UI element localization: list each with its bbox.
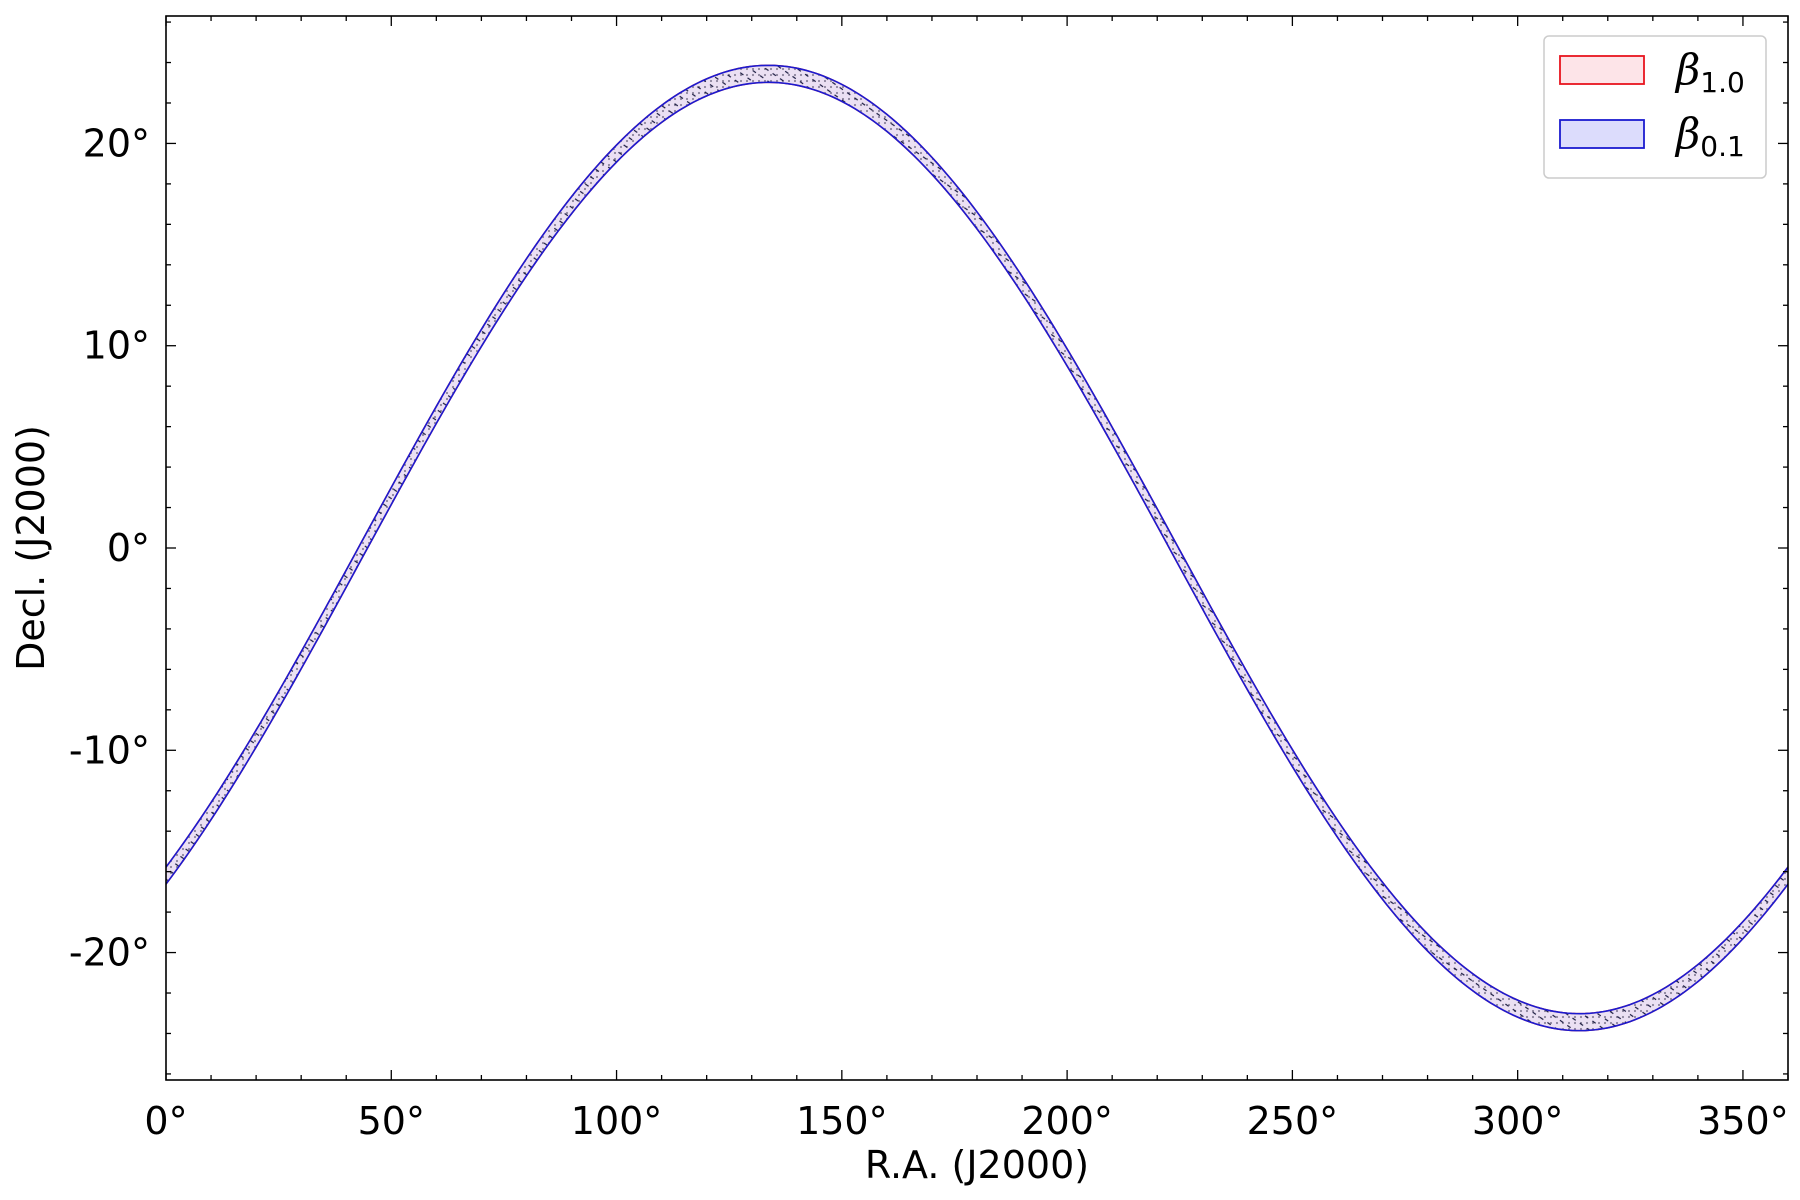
y-tick-label: -20° xyxy=(69,931,150,975)
x-tick-labels: 0° 50° 100° 150° 200° 250° 300° 350° xyxy=(144,1099,1788,1143)
bands xyxy=(166,64,1788,1032)
legend-swatch xyxy=(1559,119,1645,149)
x-tick-label: 50° xyxy=(358,1099,425,1143)
y-tick-label: 10° xyxy=(83,324,150,368)
legend-label: β1.0 xyxy=(1674,45,1745,99)
y-axis-label: Decl. (J2000) xyxy=(9,425,53,671)
band-upper-edge-1 xyxy=(166,64,1788,1015)
legend-swatch xyxy=(1559,55,1645,85)
x-tick-label: 200° xyxy=(1021,1099,1113,1143)
y-tick-labels: -20° -10° 0° 10° 20° xyxy=(69,121,150,974)
x-tick-label: 250° xyxy=(1247,1099,1339,1143)
y-tick-label: 0° xyxy=(107,526,150,570)
x-axis-label: R.A. (J2000) xyxy=(865,1143,1089,1187)
x-tick-label: 150° xyxy=(796,1099,888,1143)
plot-background xyxy=(166,16,1788,1080)
plot-frame xyxy=(165,15,1789,1081)
x-tick-label: 350° xyxy=(1697,1099,1789,1143)
x-tick-label: 300° xyxy=(1472,1099,1564,1143)
y-tick-label: 20° xyxy=(83,121,150,165)
legend: β1.0 β0.1 xyxy=(1543,35,1767,179)
x-tick-label: 100° xyxy=(571,1099,663,1143)
band-lower-edge-1 xyxy=(166,81,1788,1032)
y-tick-label: -10° xyxy=(69,728,150,772)
ticks xyxy=(165,16,1789,1080)
x-tick-label: 0° xyxy=(144,1099,187,1143)
legend-label: β0.1 xyxy=(1674,109,1745,163)
